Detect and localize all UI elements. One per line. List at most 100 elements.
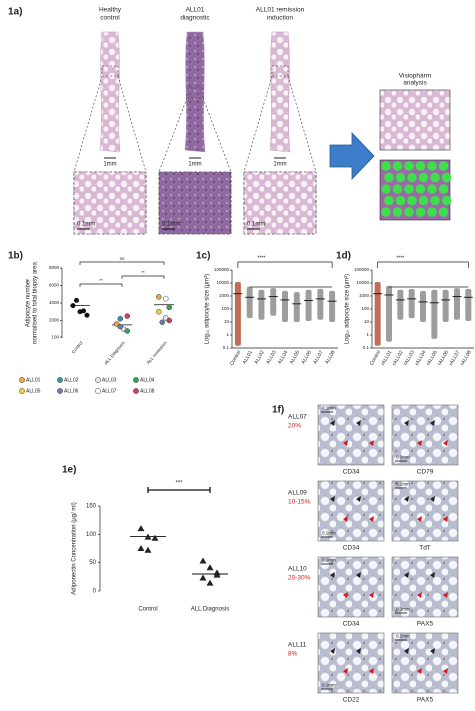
column-title: Healthy [99, 7, 122, 14]
scale-label: 0.1mm [247, 222, 265, 228]
segmented-adipocyte [430, 172, 440, 183]
segmented-adipocyte [427, 207, 437, 217]
legend-swatch [19, 388, 25, 394]
y-tick-label: 1000 [219, 293, 230, 298]
y-tick-label: 10 [224, 319, 230, 324]
segmented-adipocyte [404, 184, 414, 194]
y-tick-label: 50 [89, 560, 96, 566]
x-tick-label: Control [229, 350, 242, 367]
significance-label: ** [99, 278, 103, 283]
range [246, 286, 253, 319]
point [156, 309, 162, 315]
arrowhead [369, 440, 374, 446]
y-tick-label: 10000 [356, 280, 369, 285]
blast-percent: 10-15% [288, 499, 311, 506]
point [151, 534, 159, 541]
legend-label: ALL02 [64, 377, 79, 383]
segmented-adipocyte [427, 184, 437, 194]
stain-label: CD34 [343, 545, 360, 552]
panel-label: 1f) [272, 405, 284, 416]
range [454, 288, 460, 320]
arrowhead [443, 668, 448, 674]
zoom-region [101, 65, 119, 77]
range [258, 289, 265, 320]
point [137, 525, 145, 532]
patient-label: ALL11 [288, 642, 307, 649]
arrowhead [330, 496, 335, 502]
y-tick-label: 1000 [359, 293, 370, 298]
zoom-line [73, 75, 103, 173]
segmented-adipocyte [392, 207, 403, 217]
panel-label: 1a) [8, 7, 22, 18]
arrowhead [430, 648, 435, 654]
x-tick-label: ALL03 [265, 349, 278, 365]
legend-label: ALL05 [26, 388, 41, 394]
segmented-adipocyte [441, 172, 452, 183]
stain-label: CD22 [343, 697, 360, 704]
segmented-adipocyte [404, 161, 414, 171]
arrowhead [330, 420, 335, 426]
point [206, 579, 214, 586]
y-tick-label: 100 [86, 532, 97, 538]
range [397, 289, 404, 320]
y-tick-label: 100000 [214, 267, 230, 272]
tissue-strip [99, 31, 121, 153]
segmented-adipocyte [384, 195, 394, 206]
ihc-image [317, 556, 385, 618]
range [282, 290, 288, 322]
arrow [329, 132, 375, 180]
zoom-image-fill [243, 171, 317, 235]
arrowhead [417, 592, 422, 598]
scale-label: 0.1mm [322, 406, 336, 411]
y-tick-label: 1 [366, 332, 369, 337]
y-tick-label: 0.1 [363, 345, 370, 350]
segmented-adipocyte [438, 184, 449, 194]
range [234, 281, 241, 346]
point [163, 295, 169, 302]
zoom-region [186, 87, 204, 99]
point [166, 304, 172, 311]
y-tick-label: 100000 [354, 267, 370, 272]
segmented-adipocyte [415, 161, 426, 171]
blast-percent: 8% [288, 651, 298, 658]
point [70, 303, 76, 309]
legend-swatch [19, 377, 25, 383]
y-tick-label: 150 [86, 504, 97, 510]
segmented-adipocyte [427, 161, 437, 171]
panel-label: 1c) [196, 251, 210, 262]
legend-swatch [57, 377, 63, 383]
arrowhead [330, 648, 335, 654]
arrowhead [343, 592, 348, 598]
legend-label: ALL04 [140, 377, 155, 383]
segmented-adipocyte [415, 184, 426, 194]
x-tick-label: ALL Diagnosis [103, 340, 126, 366]
arrowhead [417, 440, 422, 446]
x-tick-label: ALL07 [312, 349, 325, 365]
y-tick-label: 2000 [49, 318, 60, 323]
arrowhead [404, 496, 409, 502]
ihc-image [391, 632, 459, 694]
tissue-strip [184, 31, 206, 153]
x-tick-label: ALL remission [146, 340, 168, 365]
point [124, 313, 130, 319]
x-tick-label: rALL08 [459, 349, 472, 366]
stain-label: TdT [419, 545, 431, 552]
blast-percent: 20-30% [288, 575, 311, 582]
tissue-strip [269, 31, 291, 153]
range [408, 288, 415, 319]
x-tick-label: ALL Diagnosis [191, 607, 229, 613]
arrowhead [369, 668, 374, 674]
panel-label: 1d) [336, 251, 351, 262]
legend-swatch [95, 388, 101, 394]
segmented-adipocyte [381, 161, 391, 171]
arrowhead [330, 572, 335, 578]
segmented-adipocyte [395, 195, 406, 206]
range [329, 290, 336, 322]
range [317, 288, 324, 320]
scale-label: 1mm [273, 162, 286, 168]
zoom-line [158, 97, 188, 173]
point [74, 297, 79, 303]
segmented-adipocyte [381, 184, 391, 194]
stain-label: CD34 [343, 469, 360, 476]
y-tick-label: 1 [226, 332, 229, 337]
